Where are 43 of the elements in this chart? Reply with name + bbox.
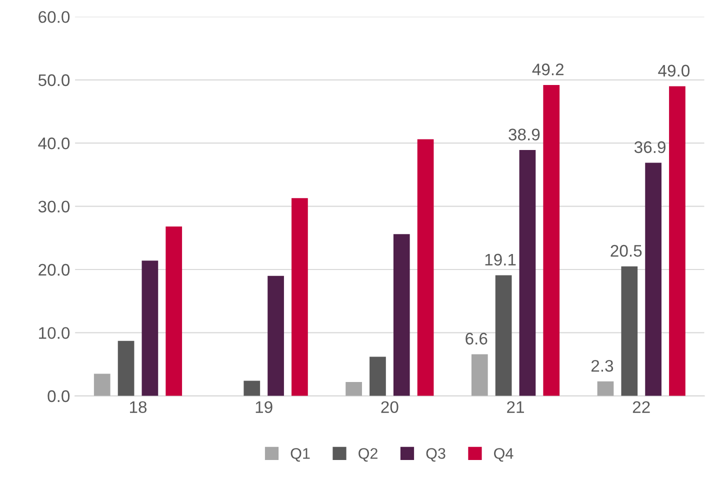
- bar: [417, 139, 434, 396]
- bar: [645, 162, 662, 396]
- y-tick-label: 10.0: [39, 327, 70, 339]
- bar: [543, 84, 560, 396]
- x-tick-label: 19: [256, 401, 272, 414]
- bar: [94, 374, 110, 396]
- bar: [370, 356, 386, 396]
- bar: [166, 226, 182, 396]
- data-label: 49.0: [658, 64, 690, 77]
- data-label: 6.6: [466, 332, 488, 345]
- data-label: 2.3: [591, 360, 614, 372]
- bar: [268, 276, 284, 396]
- bar: [292, 198, 308, 396]
- legend-label: Q1: [290, 448, 310, 462]
- bar: [495, 275, 512, 396]
- x-tick-label: 21: [507, 401, 524, 413]
- bar: [621, 266, 638, 396]
- y-tick-label: 30.0: [38, 200, 70, 213]
- y-tick-label: 60.0: [38, 11, 70, 23]
- y-tick-label: 20.0: [38, 264, 70, 276]
- x-tick-label: 22: [632, 401, 650, 413]
- legend-label: Q4: [494, 448, 514, 462]
- bar: [118, 340, 134, 396]
- x-tick-label: 20: [381, 401, 398, 414]
- bar: [471, 354, 488, 396]
- bar: [597, 381, 614, 396]
- bar: [669, 86, 686, 396]
- data-label: 38.9: [508, 128, 540, 140]
- x-tick-label: 18: [130, 401, 147, 414]
- data-label: 49.2: [532, 64, 564, 76]
- bar: [346, 382, 362, 396]
- data-label: 36.9: [634, 141, 666, 154]
- bar: [142, 260, 158, 396]
- y-tick-label: 40.0: [38, 138, 70, 150]
- bar: [519, 150, 536, 396]
- legend-label: Q2: [358, 448, 378, 462]
- data-label: 20.5: [610, 244, 642, 257]
- bar: [393, 234, 410, 396]
- legend-label: Q3: [426, 448, 446, 462]
- y-tick-label: 50.0: [38, 74, 70, 86]
- bar: [244, 380, 260, 396]
- y-tick-label: 0.0: [48, 390, 70, 402]
- data-label: 19.1: [485, 254, 516, 266]
